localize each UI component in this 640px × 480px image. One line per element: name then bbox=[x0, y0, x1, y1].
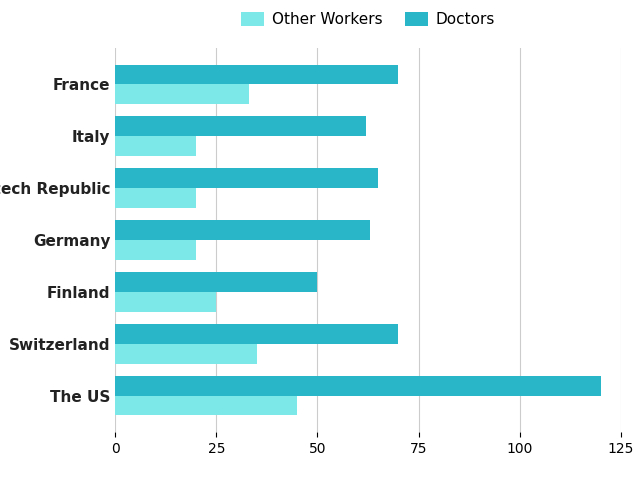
Bar bbox=[115, 117, 366, 136]
Bar bbox=[115, 344, 257, 363]
Bar bbox=[115, 168, 378, 188]
Bar bbox=[115, 220, 370, 240]
Bar bbox=[115, 240, 196, 260]
Bar bbox=[115, 84, 249, 104]
Bar bbox=[115, 396, 297, 415]
Bar bbox=[115, 292, 216, 312]
Bar bbox=[115, 376, 600, 396]
Bar bbox=[115, 65, 398, 84]
Bar bbox=[115, 324, 398, 344]
Bar bbox=[115, 272, 317, 292]
Bar bbox=[115, 188, 196, 208]
Legend: Other Workers, Doctors: Other Workers, Doctors bbox=[235, 6, 501, 33]
Bar bbox=[115, 136, 196, 156]
